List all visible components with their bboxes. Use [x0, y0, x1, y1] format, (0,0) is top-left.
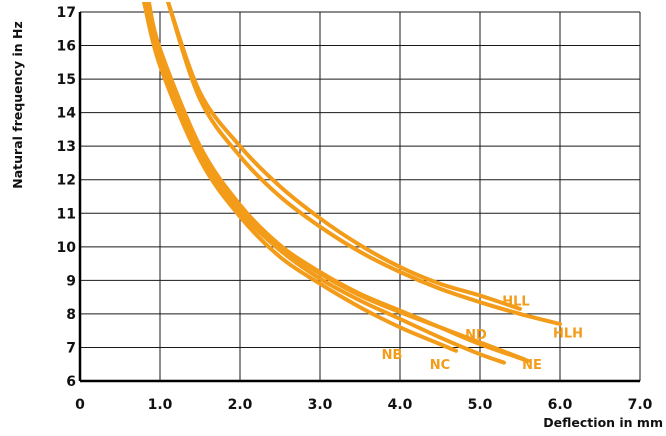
series-label-hll: HLL [502, 294, 529, 309]
series-line-hll [166, 2, 522, 311]
y-tick-label: 8 [66, 307, 76, 323]
y-tick-label: 10 [57, 240, 77, 256]
x-tick-label: 1.0 [148, 397, 173, 413]
y-tick-label: 11 [57, 206, 76, 222]
axes [78, 12, 640, 383]
series-label-nb: NB [382, 348, 403, 363]
x-tick-label: 3.0 [308, 397, 333, 413]
y-tick-label: 12 [57, 173, 76, 189]
y-tick-label: 15 [57, 72, 76, 88]
tick-labels: 0 1.0 2.0 3.0 4.0 5.0 6.0 7.0 6 7 8 9 10 11 12 13 14 15 16… [57, 5, 653, 413]
x-tick-label: 7.0 [628, 397, 653, 413]
series-labels: NB NC NE ND HLH HLL [382, 294, 583, 373]
series-line-nc [143, 2, 506, 365]
series-line-ne [145, 2, 526, 362]
y-tick-label: 16 [57, 39, 76, 55]
x-tick-label: 5.0 [468, 397, 493, 413]
series-line-hlh [166, 2, 562, 326]
y-tick-label: 7 [66, 340, 76, 356]
series-label-hlh: HLH [553, 326, 583, 341]
curves [142, 2, 562, 365]
y-tick-label: 9 [66, 273, 76, 289]
y-tick-label: 17 [57, 5, 76, 21]
series-label-nd: ND [465, 328, 487, 343]
y-tick-label: 14 [57, 106, 77, 122]
series-line-nd [146, 2, 530, 363]
y-tick-label: 13 [57, 139, 76, 155]
series-label-nc: NC [430, 358, 450, 373]
x-tick-label: 4.0 [388, 397, 413, 413]
x-tick-label: 0 [75, 397, 85, 413]
x-tick-label: 6.0 [548, 397, 573, 413]
y-tick-label: 6 [66, 374, 76, 390]
grid [80, 11, 641, 381]
x-tick-label: 2.0 [228, 397, 253, 413]
series-line-nb [142, 2, 458, 353]
x-axis-label: Deflection in mm [543, 415, 663, 430]
y-axis-label: Natural frequency in Hz [10, 21, 25, 189]
series-label-ne: NE [522, 358, 542, 373]
